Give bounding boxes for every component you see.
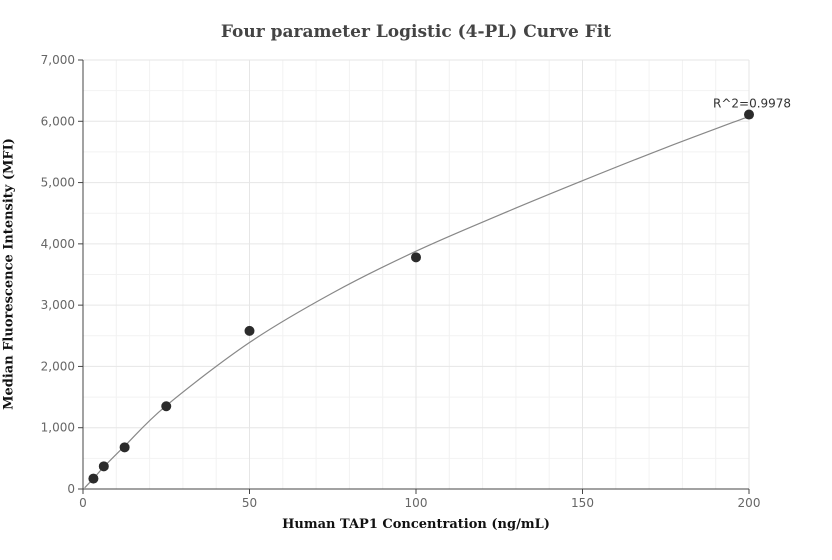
data-point bbox=[744, 109, 754, 120]
annotations: R^2=0.9978 bbox=[713, 97, 791, 111]
data-point bbox=[119, 442, 130, 453]
x-tick-label: 150 bbox=[571, 496, 594, 510]
x-tick-label: 100 bbox=[405, 496, 428, 510]
y-tick-label: 0 bbox=[67, 482, 75, 496]
y-tick-label: 7,000 bbox=[41, 53, 75, 67]
chart-title: Four parameter Logistic (4-PL) Curve Fit bbox=[220, 22, 612, 42]
y-tick-label: 3,000 bbox=[41, 298, 75, 312]
axes bbox=[78, 59, 750, 494]
major-grid bbox=[83, 59, 750, 489]
y-tick-label: 6,000 bbox=[41, 114, 75, 128]
data-point bbox=[161, 401, 172, 412]
data-point bbox=[411, 252, 421, 263]
x-axis-label: Human TAP1 Concentration (ng/mL) bbox=[282, 517, 550, 532]
x-tick-label: 0 bbox=[79, 496, 87, 510]
tick-labels: 0 1,000 2,000 3,000 4,000 5,000 6,000 7,000 0 50 1… bbox=[41, 53, 761, 510]
y-tick-label: 5,000 bbox=[41, 176, 75, 190]
x-tick-label: 200 bbox=[738, 496, 761, 510]
y-tick-label: 4,000 bbox=[41, 237, 75, 251]
y-tick-label: 1,000 bbox=[41, 421, 75, 435]
y-tick-label: 2,000 bbox=[41, 359, 75, 373]
data-point bbox=[88, 473, 99, 484]
data-point bbox=[244, 325, 255, 336]
data-points bbox=[88, 109, 754, 484]
data-point bbox=[98, 461, 109, 472]
x-tick-label: 50 bbox=[242, 496, 257, 510]
r-squared-annotation: R^2=0.9978 bbox=[713, 97, 791, 111]
